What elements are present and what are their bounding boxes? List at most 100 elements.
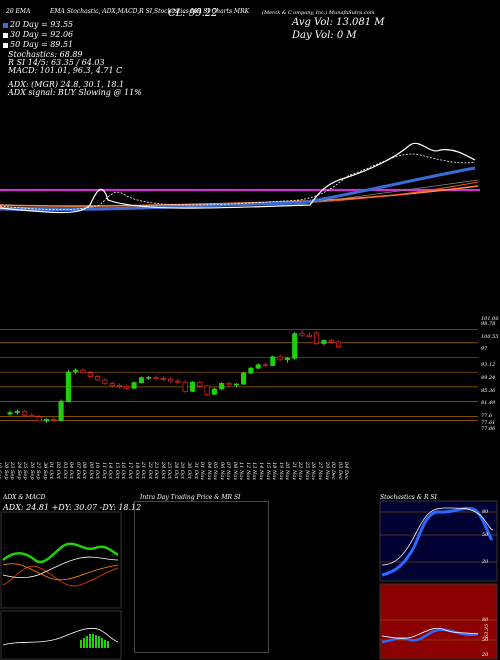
rsi-panel-frame bbox=[379, 583, 498, 660]
adx-panel-title: ADX & MACD bbox=[3, 494, 46, 501]
candle-body bbox=[51, 419, 57, 421]
adx-plus-line bbox=[2, 542, 119, 564]
candle-body bbox=[219, 382, 225, 390]
adx-label: ADX: (MGR) 24.8, 30.1, 18.1 bbox=[8, 80, 125, 89]
intraday-panel-title: Intra Day Trading Price & MR SI bbox=[140, 494, 241, 501]
rsi-value: 63.35 bbox=[484, 623, 491, 639]
candle-body bbox=[255, 364, 261, 369]
stoch-k-line bbox=[381, 506, 494, 577]
price-label: 98.78 bbox=[481, 321, 496, 327]
adx-signal-label: ADX signal: BUY Slowing @ 11% bbox=[8, 88, 142, 97]
day-volume: Day Vol: 0 M bbox=[292, 30, 357, 41]
macd-line bbox=[2, 627, 119, 646]
candle-body bbox=[292, 333, 298, 359]
candle-body bbox=[233, 383, 239, 386]
candle-body bbox=[29, 414, 35, 418]
candle-body bbox=[306, 334, 312, 338]
rsi-signal-line bbox=[381, 627, 479, 639]
candle-body bbox=[65, 371, 71, 402]
candle-body bbox=[204, 385, 210, 395]
macd-label: MACD: 101.01, 96.3, 4.71 C bbox=[8, 66, 123, 75]
candle-body bbox=[109, 382, 115, 386]
candle-body bbox=[175, 380, 181, 383]
price-label: 77.61 bbox=[481, 420, 496, 426]
candlestick-chart bbox=[0, 328, 478, 423]
ma-line-dashed bbox=[0, 153, 476, 211]
candle-body bbox=[314, 332, 320, 344]
candle-body bbox=[22, 411, 28, 416]
ma20-label: 20 Day = 93.55 bbox=[3, 20, 73, 29]
macd-histogram bbox=[80, 634, 109, 648]
macd-panel-frame bbox=[0, 610, 122, 660]
adx-orange-line bbox=[2, 563, 119, 581]
candle-body bbox=[102, 379, 108, 384]
stoch-level-50: 50 bbox=[482, 532, 489, 538]
stoch-d-line bbox=[381, 507, 494, 566]
candle-body bbox=[87, 372, 93, 377]
adx-panel-values: ADX: 24.81 +DY: 30.07 -DY: 18.12 bbox=[3, 503, 142, 512]
price-label: 100.55 bbox=[481, 334, 499, 340]
candle-body bbox=[197, 381, 203, 387]
candle-body bbox=[58, 400, 64, 421]
candle-body bbox=[43, 419, 50, 422]
candle-body bbox=[182, 381, 188, 392]
candle-body bbox=[248, 367, 254, 374]
candle-body bbox=[189, 381, 196, 392]
candle-body bbox=[160, 378, 166, 380]
stoch-level-80: 80 bbox=[482, 509, 489, 515]
price-label: 85.36 bbox=[481, 388, 496, 394]
price-label: 97 bbox=[481, 346, 488, 352]
candle-body bbox=[131, 382, 137, 389]
price-label: 81.49 bbox=[481, 400, 496, 406]
ma30-label: 30 Day = 92.06 bbox=[3, 30, 73, 39]
price-label: 101.06 bbox=[481, 316, 499, 322]
rsi-label: R SI 14/5: 63.35 / 64.03 bbox=[8, 58, 105, 67]
candle-body bbox=[284, 357, 290, 361]
ma-line-blue bbox=[0, 166, 476, 212]
candle-body bbox=[80, 369, 86, 374]
price-line bbox=[0, 142, 476, 214]
stoch-label: Stochastics: 68.89 bbox=[8, 50, 83, 59]
rsi-level-50: 50 bbox=[482, 637, 489, 643]
stoch-level-20: 20 bbox=[482, 559, 489, 565]
stoch-panel-title: Stochastics & R SI bbox=[380, 494, 437, 501]
candle-body bbox=[321, 340, 327, 344]
adx-line bbox=[2, 556, 119, 579]
ma50-swatch bbox=[3, 42, 8, 48]
price-label: 77.06 bbox=[481, 426, 496, 432]
intraday-panel bbox=[134, 501, 269, 653]
adx-panel-frame bbox=[0, 511, 122, 609]
price-label: 77.6 bbox=[481, 413, 493, 419]
adx-minus-line bbox=[2, 565, 119, 587]
candle-body bbox=[262, 364, 269, 367]
candle-body bbox=[241, 372, 247, 385]
candle-body bbox=[138, 377, 144, 383]
price-label: 93.12 bbox=[481, 362, 496, 368]
candle-body bbox=[73, 369, 79, 373]
rsi-level-20: 20 bbox=[482, 652, 489, 658]
company-label: (Merck & C ompany, Inc.) MunafaSutra.com bbox=[262, 10, 375, 16]
candle-body bbox=[95, 376, 101, 381]
candle-body bbox=[226, 382, 232, 386]
candle-body bbox=[328, 340, 334, 343]
candle-body bbox=[153, 376, 159, 379]
candle-body bbox=[7, 412, 13, 415]
candle-body bbox=[168, 378, 174, 382]
rsi-level-80: 80 bbox=[482, 617, 489, 623]
candle-body bbox=[14, 411, 20, 413]
price-label: 89.24 bbox=[481, 375, 496, 381]
ma-overview-chart bbox=[0, 142, 480, 214]
candle-body bbox=[146, 376, 152, 379]
candle-body bbox=[211, 388, 217, 395]
ma20-swatch bbox=[3, 22, 8, 28]
indicators-label: EMA Stochastic, ADX,MACD,R SI,Stochastic… bbox=[50, 8, 250, 15]
avg-volume: Avg Vol: 13.081 M bbox=[292, 17, 385, 28]
candle-body bbox=[335, 341, 342, 347]
ema-label: 20 EMA bbox=[6, 8, 31, 15]
ma30-swatch bbox=[3, 32, 8, 38]
ma50-label: 50 Day = 89.51 bbox=[3, 40, 73, 49]
candle-body bbox=[124, 386, 130, 389]
close-price: CL: 99.22 bbox=[168, 8, 218, 19]
